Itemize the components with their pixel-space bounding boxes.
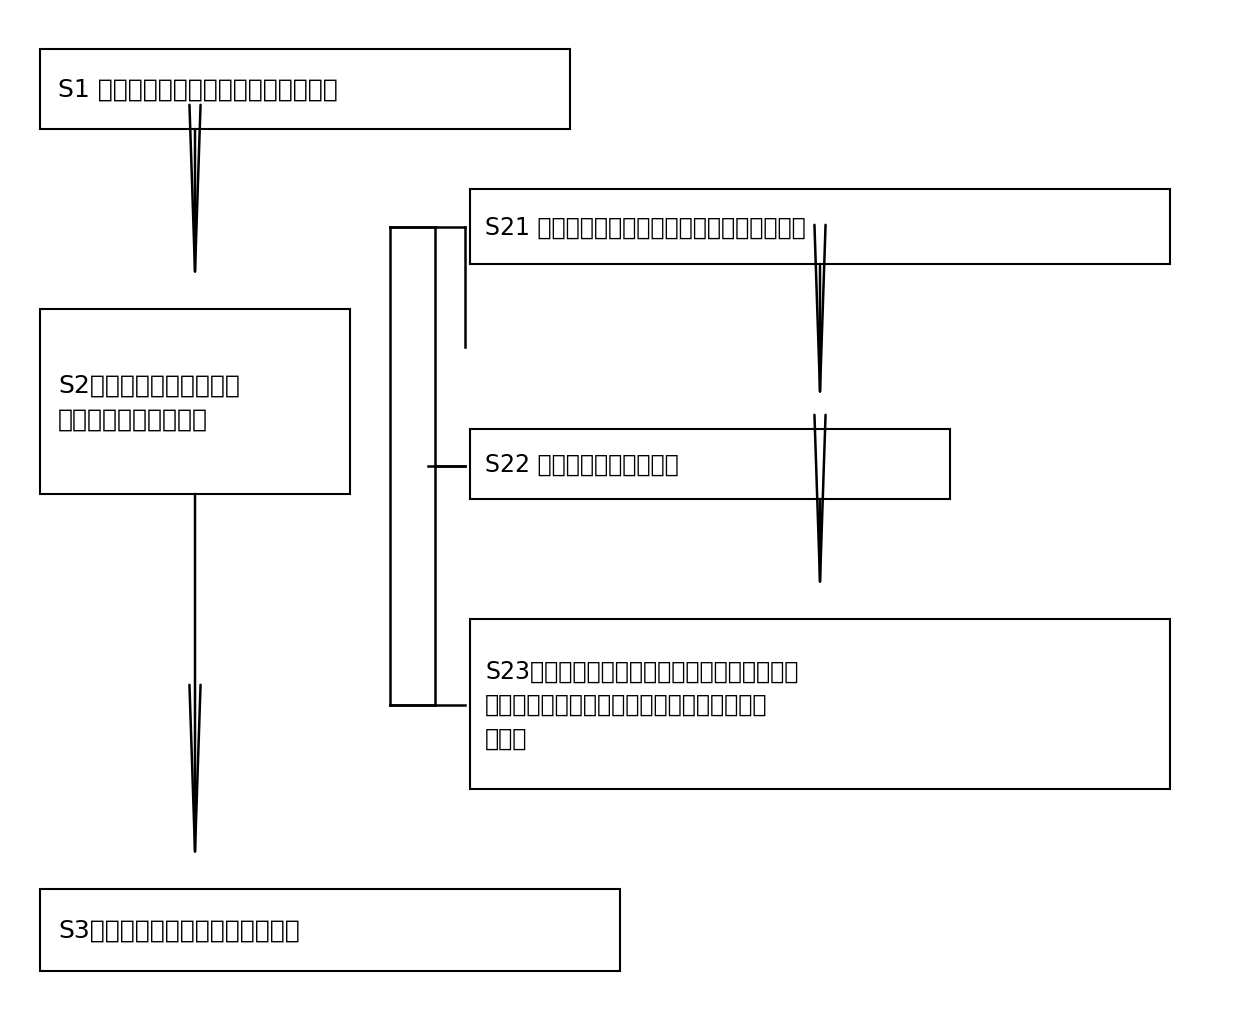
Bar — [470, 190, 1171, 265]
Bar — [470, 430, 950, 499]
Text: S3，分析出所述小梁网的脉动信息: S3，分析出所述小梁网的脉动信息 — [58, 918, 300, 942]
Text: S21 计算出小梁网组织及其周围组织的运动速度: S21 计算出小梁网组织及其周围组织的运动速度 — [485, 215, 806, 240]
Bar — [40, 309, 350, 494]
Text: S23，将小梁网组织的速度分量频率除以其周围
组织的运动频率分量，从而提取出小梁网的脉
动频率: S23，将小梁网组织的速度分量频率除以其周围 组织的运动频率分量，从而提取出小梁… — [485, 659, 799, 750]
Bar — [40, 50, 570, 129]
Text: S22 将时域信号转换到频域: S22 将时域信号转换到频域 — [485, 453, 678, 476]
Text: S2，提取获得所述小梁网
脉动的运动频率信号；: S2，提取获得所述小梁网 脉动的运动频率信号； — [58, 373, 239, 431]
Bar — [470, 620, 1171, 790]
Bar — [40, 889, 620, 971]
Text: S1 获取小梁网及其周围组织的图像信号: S1 获取小梁网及其周围组织的图像信号 — [58, 78, 337, 102]
